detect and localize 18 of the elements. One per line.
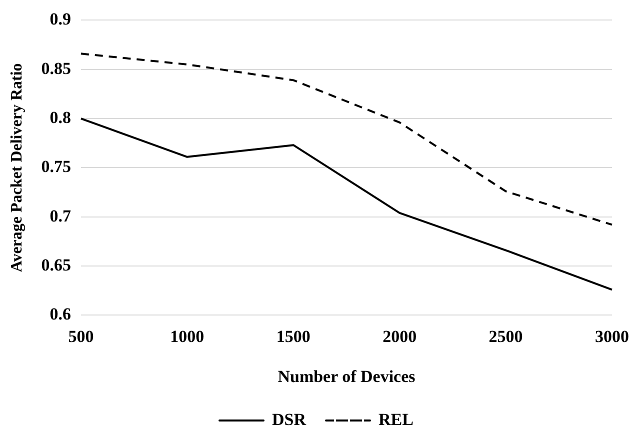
- x-tick-label: 2500: [488, 326, 523, 346]
- line-series: [80, 52, 613, 226]
- y-tick-label: 0.9: [50, 10, 71, 29]
- legend-label: REL: [378, 410, 414, 429]
- x-tick-label: 1500: [276, 326, 310, 346]
- x-tick-label: 500: [68, 326, 94, 346]
- y-tick-label: 0.7: [50, 206, 72, 226]
- x-axis-title: Number of Devices: [278, 367, 416, 386]
- y-tick-label: 0.6: [50, 304, 71, 324]
- x-tick-label: 2000: [382, 326, 417, 346]
- legend-label: DSR: [272, 410, 307, 429]
- y-tick-label: 0.8: [50, 108, 71, 127]
- y-tick-label: 0.75: [41, 157, 71, 176]
- y-tick-label: 0.65: [41, 255, 71, 274]
- y-tick-label: 0.85: [41, 58, 71, 78]
- y-axis-title: Average Packet Delivery Ratio: [8, 63, 26, 272]
- x-tick-label: 1000: [170, 326, 204, 346]
- x-tick-label: 3000: [595, 326, 629, 346]
